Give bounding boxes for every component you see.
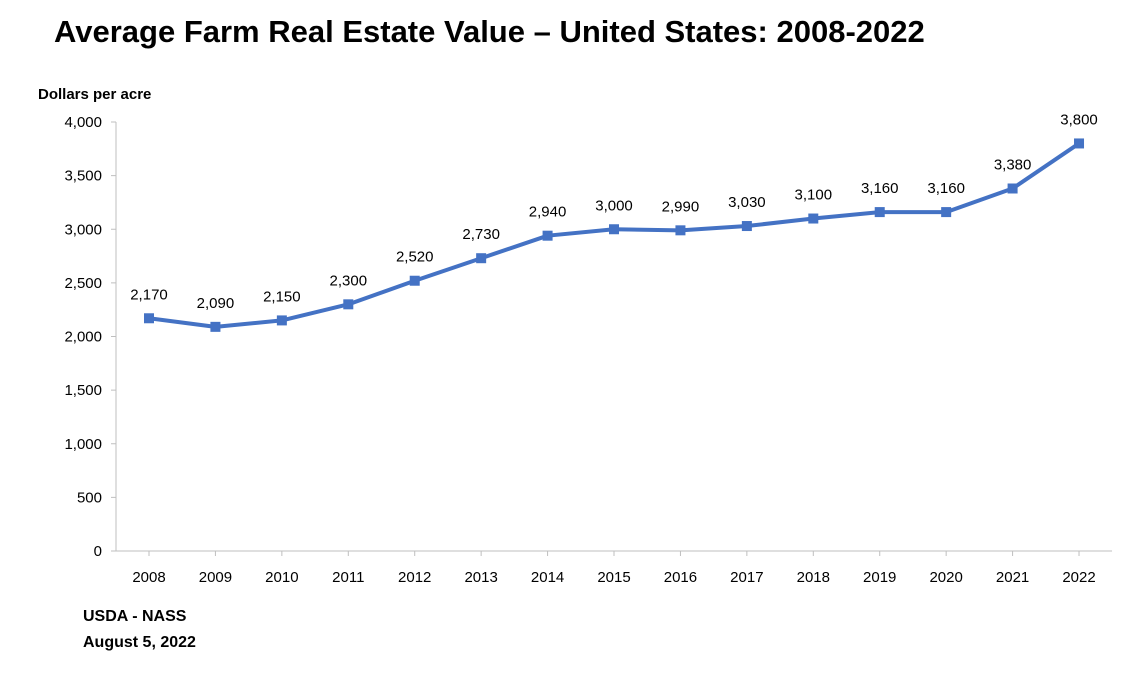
data-label: 2,090 xyxy=(197,295,235,312)
x-tick-label: 2019 xyxy=(863,569,896,586)
data-label: 3,160 xyxy=(861,180,899,197)
data-point-marker xyxy=(609,224,620,235)
x-tick-label: 2017 xyxy=(730,569,763,586)
data-point-marker xyxy=(409,275,420,286)
x-tick-label: 2021 xyxy=(996,569,1029,586)
data-point-marker xyxy=(1074,138,1085,149)
y-tick-label: 0 xyxy=(94,543,102,560)
data-label: 3,160 xyxy=(927,180,965,197)
data-label: 3,000 xyxy=(595,197,633,214)
data-point-marker xyxy=(276,315,287,326)
data-point-marker xyxy=(144,313,154,324)
data-label: 2,170 xyxy=(130,286,168,303)
data-point-marker xyxy=(542,230,553,241)
y-tick-label: 4,000 xyxy=(64,114,102,131)
x-tick-label: 2018 xyxy=(797,569,830,586)
data-label: 3,800 xyxy=(1060,111,1098,128)
data-label: 2,940 xyxy=(529,204,567,221)
y-tick-label: 3,500 xyxy=(64,168,102,185)
x-tick-label: 2015 xyxy=(597,569,630,586)
x-tick-label: 2011 xyxy=(332,569,364,586)
data-point-marker xyxy=(1007,183,1018,194)
x-tick-label: 2010 xyxy=(265,569,298,586)
y-tick-label: 500 xyxy=(77,489,102,506)
data-label: 3,030 xyxy=(728,194,766,211)
data-point-marker xyxy=(343,299,354,310)
data-label: 3,100 xyxy=(795,187,833,204)
data-label: 2,300 xyxy=(330,272,368,289)
x-tick-label: 2014 xyxy=(531,569,564,586)
x-tick-label: 2013 xyxy=(464,569,497,586)
data-point-marker xyxy=(941,207,952,218)
y-tick-label: 1,500 xyxy=(64,382,102,399)
data-label: 2,520 xyxy=(396,249,434,266)
y-axis-label: Dollars per acre xyxy=(38,86,152,103)
data-label: 2,990 xyxy=(662,198,700,215)
source-agency: USDA - NASS xyxy=(83,608,187,625)
data-label: 3,380 xyxy=(994,156,1032,173)
y-tick-label: 3,000 xyxy=(64,221,102,238)
data-point-marker xyxy=(675,225,686,236)
data-point-marker xyxy=(741,221,752,232)
x-tick-label: 2020 xyxy=(929,569,962,586)
data-point-marker xyxy=(476,253,487,264)
x-tick-label: 2012 xyxy=(398,569,431,586)
x-tick-label: 2009 xyxy=(199,569,232,586)
data-label: 2,730 xyxy=(462,226,500,243)
y-tick-label: 2,500 xyxy=(64,275,102,292)
data-label: 2,150 xyxy=(263,288,301,305)
source-date: August 5, 2022 xyxy=(83,634,196,651)
x-tick-label: 2016 xyxy=(664,569,697,586)
x-tick-label: 2008 xyxy=(132,569,165,586)
data-point-marker xyxy=(210,321,221,332)
data-point-marker xyxy=(874,207,885,218)
chart-title: Average Farm Real Estate Value – United … xyxy=(54,14,925,49)
data-point-marker xyxy=(808,213,819,224)
y-tick-label: 2,000 xyxy=(64,329,102,346)
x-tick-label: 2022 xyxy=(1062,569,1095,586)
y-tick-label: 1,000 xyxy=(64,436,102,453)
source-note: USDA - NASS August 5, 2022 xyxy=(83,604,196,656)
